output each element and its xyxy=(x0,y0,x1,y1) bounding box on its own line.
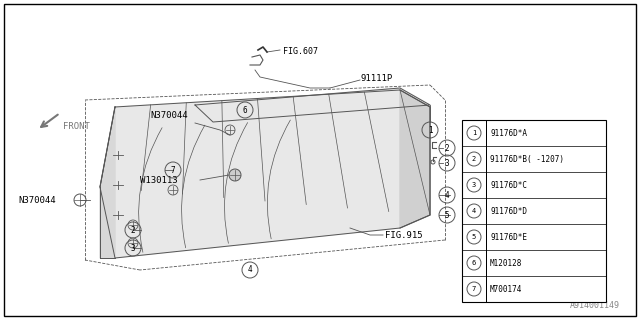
Text: 3: 3 xyxy=(472,182,476,188)
Text: 91176D*C: 91176D*C xyxy=(490,180,527,189)
Polygon shape xyxy=(100,107,115,258)
Text: 91176D*E: 91176D*E xyxy=(490,233,527,242)
Circle shape xyxy=(229,169,241,181)
Text: 3: 3 xyxy=(131,244,135,252)
Text: 4: 4 xyxy=(472,208,476,214)
Text: 1: 1 xyxy=(472,130,476,136)
Text: 1: 1 xyxy=(428,125,432,134)
Text: A914001149: A914001149 xyxy=(570,301,620,310)
Text: 2: 2 xyxy=(472,156,476,162)
Text: FRONT: FRONT xyxy=(63,122,90,131)
Polygon shape xyxy=(195,88,430,122)
Polygon shape xyxy=(400,90,430,228)
Polygon shape xyxy=(100,90,430,258)
Text: M120128: M120128 xyxy=(490,259,522,268)
Text: 3: 3 xyxy=(445,158,449,167)
Text: 91176D*D: 91176D*D xyxy=(490,206,527,215)
Text: N370044: N370044 xyxy=(150,110,188,119)
Text: 5: 5 xyxy=(472,234,476,240)
Text: 4: 4 xyxy=(445,190,449,199)
Text: 91111P: 91111P xyxy=(360,74,392,83)
Text: N370044: N370044 xyxy=(18,196,56,204)
Text: 5: 5 xyxy=(445,211,449,220)
Text: W130113: W130113 xyxy=(140,175,178,185)
Text: M700174: M700174 xyxy=(490,284,522,293)
Text: 4: 4 xyxy=(248,266,252,275)
Text: 91176D*A: 91176D*A xyxy=(490,129,527,138)
Text: 2: 2 xyxy=(131,226,135,235)
Text: 6: 6 xyxy=(243,106,247,115)
Text: 6: 6 xyxy=(472,260,476,266)
Text: FIG.607: FIG.607 xyxy=(283,46,318,55)
Text: 91176D*B( -1207): 91176D*B( -1207) xyxy=(490,155,564,164)
Text: 7: 7 xyxy=(472,286,476,292)
Text: 7: 7 xyxy=(171,165,175,174)
Text: FIG.915: FIG.915 xyxy=(385,230,422,239)
Bar xyxy=(462,120,606,302)
Text: 2: 2 xyxy=(445,143,449,153)
